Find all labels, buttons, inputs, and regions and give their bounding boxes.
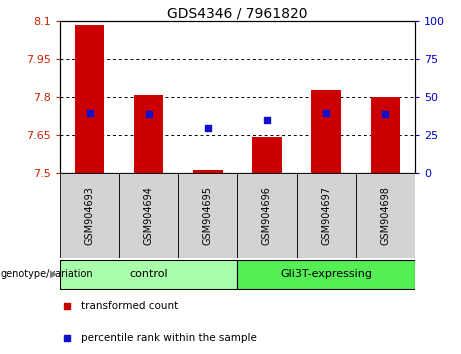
Text: ▶: ▶ — [50, 269, 58, 279]
Bar — [193, 170, 223, 173]
Bar — [296, 173, 356, 258]
Bar — [237, 260, 415, 289]
Text: genotype/variation: genotype/variation — [0, 269, 93, 279]
Point — [204, 125, 212, 131]
Bar — [75, 25, 104, 173]
Text: Gli3T-expressing: Gli3T-expressing — [280, 269, 372, 279]
Bar — [60, 260, 237, 289]
Text: GSM904695: GSM904695 — [203, 187, 213, 245]
Bar — [356, 173, 415, 258]
Text: GSM904698: GSM904698 — [380, 187, 390, 245]
Bar — [252, 137, 282, 173]
Point — [322, 110, 330, 115]
Text: GSM904694: GSM904694 — [144, 187, 154, 245]
Text: percentile rank within the sample: percentile rank within the sample — [81, 333, 257, 343]
Point — [145, 111, 152, 117]
Bar — [237, 173, 296, 258]
Point — [382, 111, 389, 117]
Bar — [60, 173, 119, 258]
Bar — [134, 95, 164, 173]
Text: GSM904697: GSM904697 — [321, 187, 331, 245]
Bar — [311, 90, 341, 173]
Point — [86, 110, 93, 115]
Bar — [371, 97, 400, 173]
Title: GDS4346 / 7961820: GDS4346 / 7961820 — [167, 6, 307, 20]
Text: GSM904696: GSM904696 — [262, 187, 272, 245]
Bar — [119, 173, 178, 258]
Text: control: control — [130, 269, 168, 279]
Text: transformed count: transformed count — [81, 301, 178, 311]
Point — [298, 175, 306, 180]
Bar — [178, 173, 237, 258]
Point — [263, 118, 271, 123]
Text: GSM904693: GSM904693 — [84, 187, 95, 245]
